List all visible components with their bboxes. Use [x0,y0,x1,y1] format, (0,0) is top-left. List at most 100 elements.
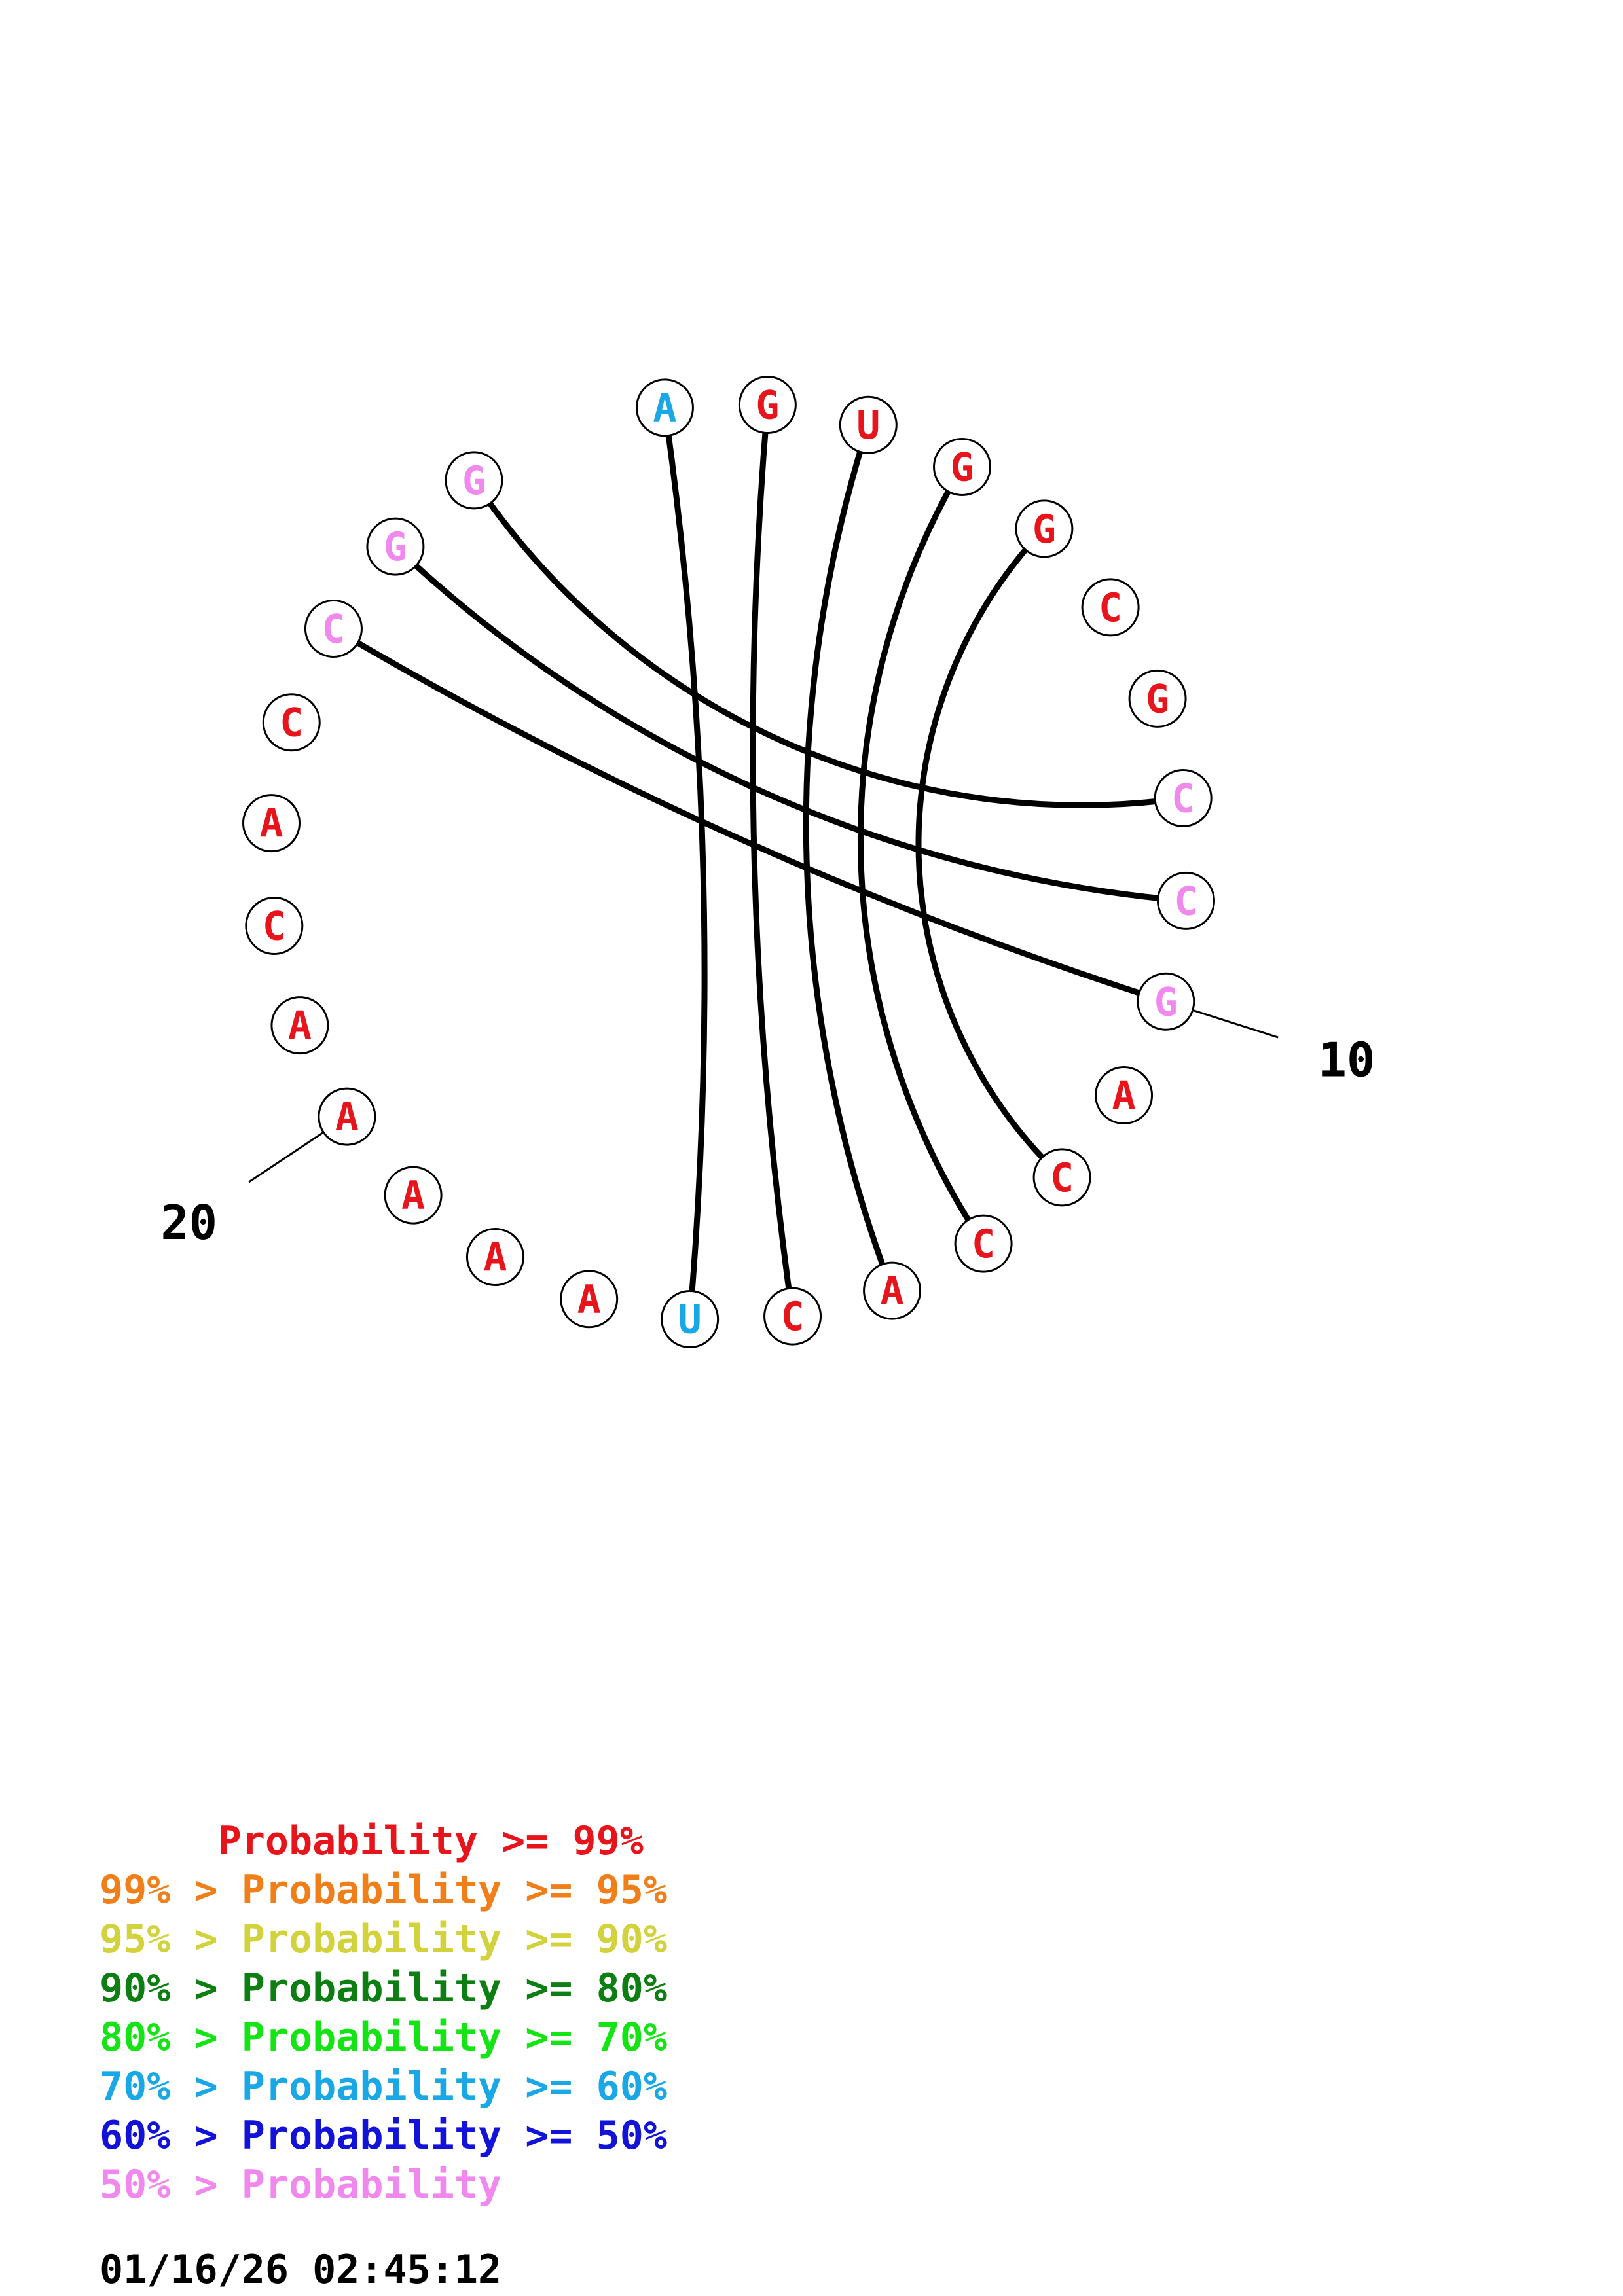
nucleotide-letter: G [1146,676,1169,722]
nucleotide-circle [245,897,304,956]
nucleotide-letter: C [263,904,286,950]
nucleotide-6: C [1081,578,1140,637]
nucleotide-letter: G [1154,979,1178,1025]
nucleotide-letter: A [259,801,283,847]
nucleotide-circle [1137,972,1195,1031]
nucleotide-circle [1032,1148,1091,1207]
nucleotide-letter: A [881,1268,904,1314]
legend-row-2: 95% > Probability >= 90% [100,1916,667,1962]
nucleotide-5: G [1015,499,1074,558]
nucleotide-letter: A [483,1235,507,1281]
nucleotide-letter: G [1032,507,1056,552]
nucleotide-11: A [1095,1066,1154,1125]
nucleotide-circle [863,1261,922,1320]
legend-row-5: 70% > Probability >= 60% [100,2064,667,2109]
pair-arc-3-14 [803,422,896,1294]
nucleotide-2: G [738,376,797,435]
nucleotide-15: C [763,1287,822,1346]
nucleotide-letter: C [780,1294,804,1340]
legend-row-7: 50% > Probability [100,2162,501,2208]
nucleotide-circle [1015,499,1074,558]
nucleotide-9: C [1156,871,1215,930]
nucleotide-letter: A [653,386,676,431]
nucleotide-12: C [1032,1148,1091,1207]
nucleotide-circle [661,1289,720,1348]
nucleotide-14: A [863,1261,922,1320]
nucleotide-circle [635,378,694,437]
nucleotide-3: U [839,395,898,454]
nucleotide-8: C [1154,768,1213,827]
legend-row-4: 80% > Probability >= 70% [100,2015,667,2060]
nucleotide-letter: G [950,444,974,490]
pair-arc-2-15 [750,402,796,1319]
nucleotide-letter: G [462,458,486,504]
nucleotide-circle [1154,768,1213,827]
nucleotide-7: G [1128,669,1187,728]
pair-arc-4-13 [858,463,987,1247]
nucleotide-26: G [366,517,425,576]
nucleotide-19: A [384,1166,443,1225]
nucleotide-4: G [933,437,992,496]
nucleotide-10: G [1137,972,1195,1031]
nucleotide-27: G [445,451,503,510]
nucleotide-circle [1095,1066,1154,1125]
nucleotide-circle [465,1228,524,1287]
nucleotide-letter: C [1099,585,1122,631]
nucleotide-circle [262,693,321,752]
nucleotide-letter: U [856,403,880,448]
nucleotide-20: A [318,1087,376,1146]
pair-arc-5-12 [915,526,1065,1181]
nucleotide-letter: A [288,1003,312,1049]
nucleotide-circle [242,794,301,853]
nucleotide-letter: U [678,1297,702,1342]
nucleotide-letter: A [335,1094,359,1140]
pair-arc-8-27 [471,477,1186,808]
nucleotide-25: C [304,599,363,658]
legend-row-3: 90% > Probability >= 80% [100,1965,667,2011]
nucleotide-23: A [242,794,301,853]
nucleotide-24: C [262,693,321,752]
nucleotide-letter: C [321,606,345,652]
nucleotide-22: C [245,897,304,956]
nucleotide-letter: C [1171,776,1195,821]
nucleotide-letter: C [1174,878,1197,924]
index-ticks: 10 20 [160,1000,1376,1250]
nucleotide-circle [1128,669,1187,728]
nucleotide-circle [366,517,425,576]
index-label-10: 10 [1319,1033,1376,1088]
legend-row-0: Probability >= 99% [100,1818,644,1864]
nucleotide-circle [933,437,992,496]
nucleotide-letter: G [756,383,779,429]
nucleotide-letter: G [384,524,407,570]
nucleotide-circle [304,599,363,658]
pair-arc-1-16 [661,404,708,1322]
nucleotide-circle [318,1087,376,1146]
pair-arc-10-25 [330,625,1169,1005]
nucleotide-letter: A [401,1173,425,1219]
legend-row-1: 99% > Probability >= 95% [100,1867,667,1913]
timestamp: 01/16/26 02:45:12 [100,2247,501,2293]
nucleotide-13: C [954,1214,1013,1273]
nucleotide-21: A [270,996,329,1055]
legend-row-6: 60% > Probability >= 50% [100,2113,667,2159]
nucleotide-circle [763,1287,822,1346]
pair-arc-9-26 [392,543,1189,904]
nucleotide-circle [1156,871,1215,930]
nucleotide-circle [954,1214,1013,1273]
base-pair-arcs [330,402,1189,1322]
nucleotide-letter: C [280,700,303,746]
probability-legend: Probability >= 99%99% > Probability >= 9… [100,1818,667,2208]
nucleotide-1: A [635,378,694,437]
nucleotide-letter: C [972,1221,995,1267]
nucleotide-circle [560,1270,619,1329]
nucleotide-letter: A [577,1277,601,1323]
nucleotide-17: A [560,1270,619,1329]
nucleotide-letter: A [1112,1073,1135,1119]
nucleotide-circle [270,996,329,1055]
nucleotide-circle [839,395,898,454]
nucleotide-circle [738,376,797,435]
nucleotide-circle [384,1166,443,1225]
nucleotide-circle [445,451,503,510]
